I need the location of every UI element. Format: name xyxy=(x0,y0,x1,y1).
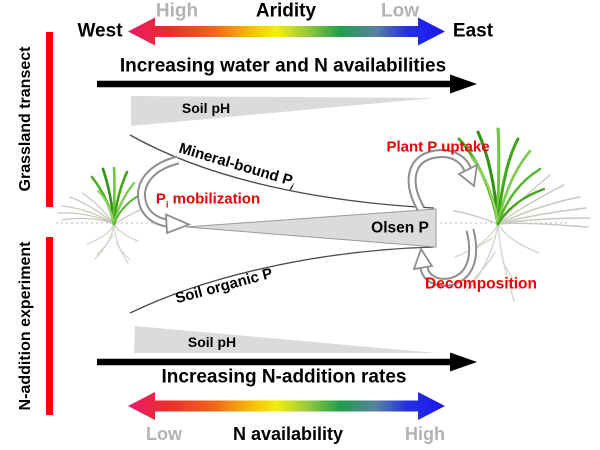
plant-p-uptake-label: Plant P uptake xyxy=(386,138,490,156)
n-availability-title: N availability xyxy=(232,424,344,444)
grassland-section-bar xyxy=(46,32,53,207)
aridity-low-label: Low xyxy=(381,0,419,22)
right-grass-icon xyxy=(453,127,591,302)
pi-mobilization-rest: mobilization xyxy=(168,190,261,208)
n-low-label: Low xyxy=(146,424,182,444)
plant-p-uptake-arrow xyxy=(407,149,479,212)
olsen-p-wedge xyxy=(185,208,437,248)
n-availability-gradient-arrow xyxy=(128,392,445,420)
east-label: East xyxy=(452,20,494,42)
decomposition-label: Decomposition xyxy=(425,275,537,293)
n-addition-trend-arrow xyxy=(97,352,477,372)
n-addition-section-bar xyxy=(46,237,53,415)
pi-mobilization-arrow xyxy=(137,155,192,235)
soil-organic-p-curve xyxy=(129,246,435,314)
pi-mobilization-sub: i xyxy=(165,199,169,210)
west-label: West xyxy=(77,20,123,42)
aridity-title: Aridity xyxy=(255,0,317,22)
decomposition-arrow xyxy=(412,228,478,287)
water-n-trend-label: Increasing water and N availabilities xyxy=(119,55,447,77)
olsen-p-label: Olsen P xyxy=(371,219,429,237)
soil-ph-wedge-top xyxy=(131,96,434,126)
n-addition-trend-label: Increasing N-addition rates xyxy=(161,366,407,388)
mineral-bound-p-curve xyxy=(129,134,435,209)
soil-ph-wedge-bottom xyxy=(134,326,437,353)
aridity-high-label: High xyxy=(155,0,199,22)
pi-mobilization-p: P xyxy=(155,190,166,208)
soil-ph-top-label: Soil pH xyxy=(181,100,231,116)
soil-ph-bottom-label: Soil pH xyxy=(187,334,237,350)
aridity-gradient-arrow xyxy=(128,17,445,46)
n-addition-experiment-label: N-addition experiment xyxy=(17,241,34,411)
grassland-transect-label: Grassland transect xyxy=(17,46,34,192)
water-n-trend-arrow xyxy=(97,74,477,94)
pi-mobilization-label: Pi mobilization xyxy=(155,190,261,210)
left-grass-icon xyxy=(57,166,149,264)
n-high-label: High xyxy=(405,424,445,444)
